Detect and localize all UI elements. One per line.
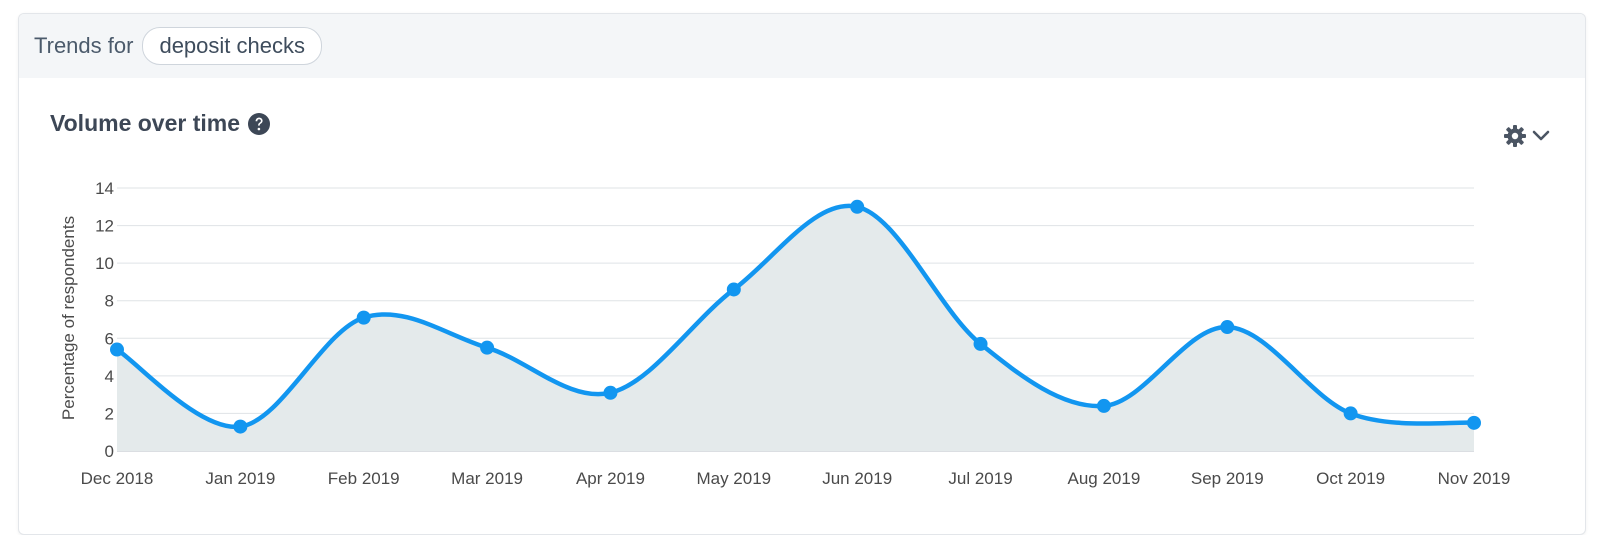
trends-header: Trends for deposit checks: [19, 14, 1585, 78]
chevron-down-icon: [1532, 130, 1550, 141]
data-point[interactable]: [110, 342, 124, 357]
x-tick-label: Nov 2019: [1438, 469, 1511, 488]
chart-settings-button[interactable]: [1503, 124, 1551, 148]
x-axis-ticks: Dec 2018 Jan 2019 Feb 2019 Mar 2019 Apr 2019…: [81, 469, 1511, 488]
y-axis-ticks: 0 2 4 6 8 10 12 14: [95, 179, 114, 461]
data-point[interactable]: [233, 419, 248, 434]
topic-pill[interactable]: deposit checks: [142, 27, 322, 65]
data-point[interactable]: [1220, 320, 1235, 335]
x-tick-label: Jul 2019: [948, 469, 1012, 488]
section-title-row: Volume over time: [50, 110, 271, 137]
x-tick-label: Dec 2018: [81, 469, 154, 488]
data-point[interactable]: [850, 199, 865, 214]
data-point[interactable]: [726, 282, 741, 297]
y-tick-label: 0: [105, 442, 114, 461]
y-tick-label: 8: [105, 292, 114, 311]
y-tick-label: 6: [105, 329, 114, 348]
section-title: Volume over time: [50, 110, 241, 136]
x-tick-label: May 2019: [696, 469, 771, 488]
data-point[interactable]: [1343, 406, 1358, 421]
data-point[interactable]: [480, 340, 495, 355]
chart-area-layer: [117, 205, 1474, 451]
data-point[interactable]: [1467, 415, 1481, 430]
x-tick-label: Jun 2019: [822, 469, 892, 488]
question-circle-icon[interactable]: [247, 112, 271, 136]
y-tick-label: 4: [105, 367, 114, 386]
gear-icon: [1504, 125, 1526, 147]
data-point[interactable]: [973, 336, 988, 351]
series-area: [117, 205, 1474, 451]
x-tick-label: Sep 2019: [1191, 469, 1264, 488]
x-tick-label: Apr 2019: [576, 469, 645, 488]
x-tick-label: Jan 2019: [205, 469, 275, 488]
data-point[interactable]: [1096, 398, 1111, 413]
x-tick-label: Feb 2019: [328, 469, 400, 488]
volume-chart: 0 2 4 6 8 10 12 14 Dec 2018 Jan 2019 Feb 2019 Mar …: [59, 179, 1511, 488]
y-tick-label: 10: [95, 254, 114, 273]
x-tick-label: Mar 2019: [451, 469, 523, 488]
data-point[interactable]: [603, 385, 618, 400]
data-point[interactable]: [356, 310, 371, 325]
y-tick-label: 14: [95, 179, 114, 198]
y-axis-title: Percentage of respondents: [59, 216, 78, 420]
x-tick-label: Oct 2019: [1316, 469, 1385, 488]
y-tick-label: 2: [105, 404, 114, 423]
trends-for-label: Trends for: [34, 33, 134, 58]
y-tick-label: 12: [95, 217, 114, 236]
chart-points: [110, 199, 1481, 434]
x-tick-label: Aug 2019: [1068, 469, 1141, 488]
